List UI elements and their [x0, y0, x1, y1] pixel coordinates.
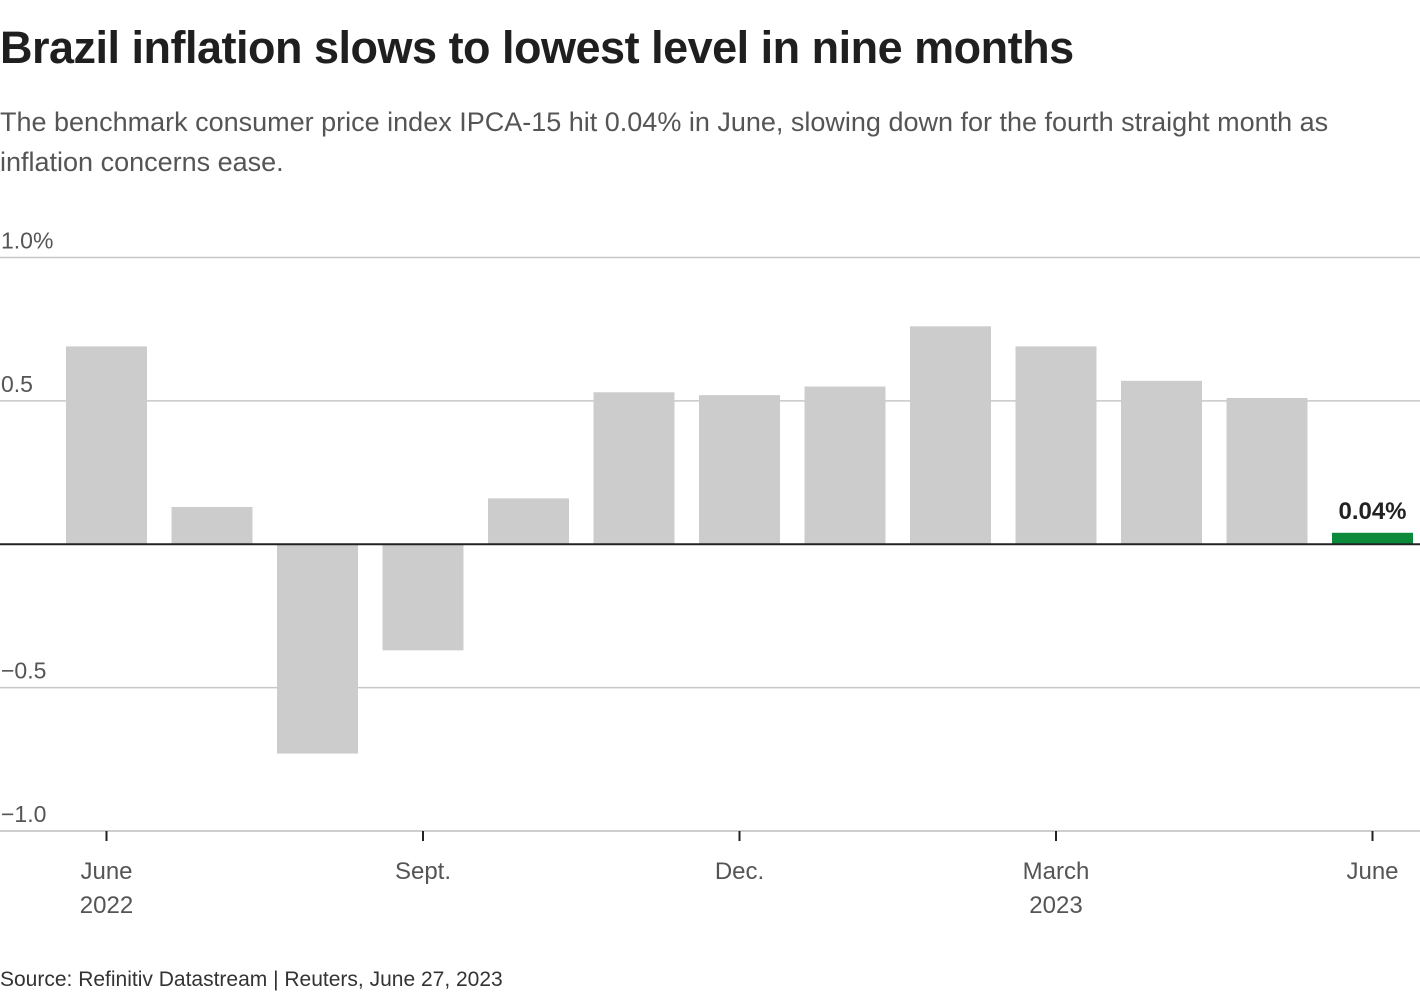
bar: [1226, 398, 1308, 545]
chart-subtitle: The benchmark consumer price index IPCA-…: [0, 107, 1329, 177]
x-tick-label: June: [1346, 858, 1398, 885]
y-tick-label: −1.0: [1, 801, 46, 827]
y-tick-label: 0.5: [1, 371, 33, 397]
bar: [171, 506, 253, 545]
x-tick-year-label: 2023: [1029, 892, 1082, 919]
bar: [910, 326, 991, 545]
bar: [1121, 380, 1202, 545]
data-label: 0.04%: [1338, 498, 1406, 525]
y-tick-label: −0.5: [1, 658, 46, 684]
x-axis: June 2022 Sept. Dec. March 2023 June: [0, 830, 1420, 919]
chart-title: Brazil inflation slows to lowest level i…: [0, 22, 1074, 73]
x-tick-label: Sept.: [395, 858, 451, 885]
y-tick-label: 1.0%: [1, 228, 53, 254]
bars: [66, 326, 1413, 754]
x-tick-label: Dec.: [715, 858, 764, 885]
data-labels: 0.04%: [1338, 498, 1406, 525]
bar-highlight: [1332, 532, 1413, 545]
x-tick-year-label: 2022: [80, 892, 133, 919]
bar: [488, 498, 569, 545]
bar: [699, 395, 780, 545]
bar-chart: 1.0% 0.5 −0.5 −1.0 0.04% June 2022 Sept. Dec. M…: [0, 228, 1420, 919]
bar: [804, 386, 886, 545]
bar: [66, 346, 147, 545]
bar: [593, 392, 675, 545]
x-tick-label: June: [80, 858, 132, 885]
bar: [277, 544, 358, 754]
source-note: Source: Refinitiv Datastream | Reuters, …: [0, 968, 503, 991]
bar: [1015, 346, 1097, 545]
bar: [382, 544, 464, 651]
x-tick-label: March: [1023, 858, 1090, 885]
